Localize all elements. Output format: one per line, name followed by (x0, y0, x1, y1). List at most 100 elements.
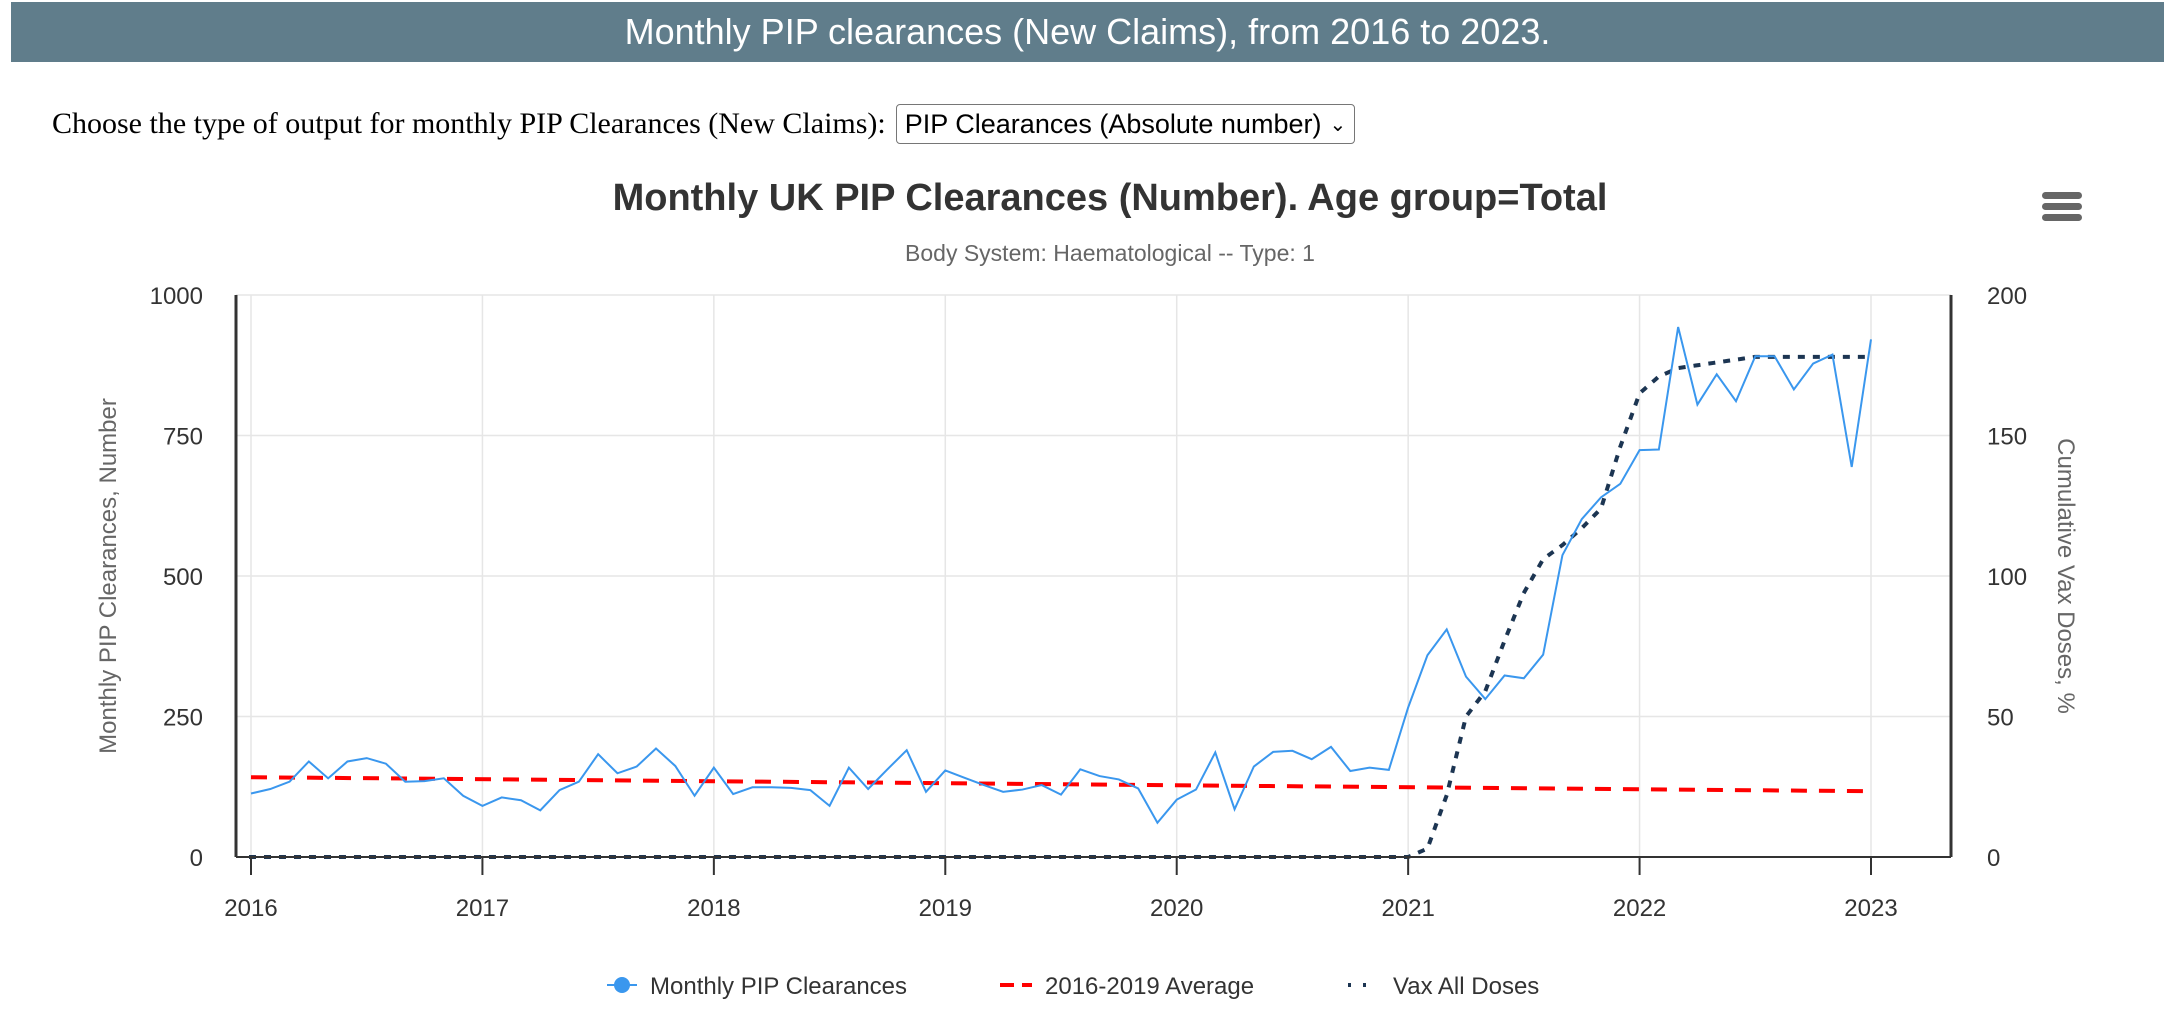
legend-label-average[interactable]: 2016-2019 Average (1045, 973, 1254, 1000)
chart-title: Monthly UK PIP Clearances (Number). Age … (613, 177, 1608, 219)
data-point (788, 785, 794, 791)
chart-menu-button[interactable] (2042, 192, 2082, 224)
data-point (1694, 402, 1700, 408)
data-point (576, 779, 582, 785)
y2-tick-label: 50 (1987, 705, 2014, 732)
data-point (1849, 464, 1855, 470)
data-point (557, 787, 563, 793)
data-point (1135, 785, 1141, 791)
chooser-label: Choose the type of output for monthly PI… (52, 107, 886, 140)
data-point (1424, 652, 1430, 658)
data-point (1598, 494, 1604, 500)
data-point (441, 775, 447, 781)
data-point (1502, 672, 1508, 678)
data-point (634, 764, 640, 770)
x-tick-label: 2019 (919, 895, 972, 922)
legend-label-vax[interactable]: Vax All Doses (1393, 973, 1539, 1000)
series-2016-2019-average (250, 775, 1872, 794)
data-point (1328, 744, 1334, 750)
data-point (383, 761, 389, 767)
output-type-select[interactable]: PIP Clearances (Absolute number) ⌄ (895, 104, 1356, 144)
data-point (1482, 696, 1488, 702)
data-point (1772, 353, 1778, 359)
data-point (730, 791, 736, 797)
chevron-down-icon: ⌄ (1329, 113, 1347, 136)
data-point (807, 787, 813, 793)
data-point (1559, 552, 1565, 558)
data-point (692, 793, 698, 799)
x-tick-label: 2020 (1150, 895, 1203, 922)
hamburger-menu-icon (2042, 192, 2082, 199)
data-point (1733, 398, 1739, 404)
data-point (1579, 516, 1585, 522)
legend-marker-clearances (614, 977, 630, 993)
y2-tick-label: 200 (1987, 283, 2027, 310)
data-point (1540, 652, 1546, 658)
y2-tick-label: 100 (1987, 564, 2027, 591)
y2-tick-label: 0 (1987, 845, 2000, 872)
data-point (1675, 324, 1681, 330)
select-value: PIP Clearances (Absolute number) (904, 108, 1322, 139)
data-point (1444, 626, 1450, 632)
series-vax-all-doses (249, 354, 1873, 859)
data-point (460, 793, 466, 799)
data-point (1714, 371, 1720, 377)
data-point (1193, 787, 1199, 793)
data-point (1058, 792, 1064, 798)
y2-axis-title: Cumulative Vax Doses, % (2052, 438, 2079, 714)
page-banner: Monthly PIP clearances (New Claims), fro… (11, 2, 2164, 62)
data-point (1656, 447, 1662, 453)
y-tick-label: 1000 (150, 283, 203, 310)
data-point (1309, 756, 1315, 762)
menu-bar (2042, 203, 2082, 210)
data-point (1097, 773, 1103, 779)
data-point (827, 803, 833, 809)
x-tick-label: 2021 (1381, 895, 1434, 922)
data-point (1270, 749, 1276, 755)
data-point (537, 807, 543, 813)
data-point (1212, 749, 1218, 755)
data-point (904, 747, 910, 753)
data-point (1810, 361, 1816, 367)
data-point (1868, 336, 1874, 342)
data-point (1251, 764, 1257, 770)
data-point (711, 765, 717, 771)
data-point (248, 790, 254, 796)
chart-subtitle: Body System: Haematological -- Type: 1 (905, 240, 1315, 266)
data-point (1116, 776, 1122, 782)
data-point (344, 758, 350, 764)
data-point (749, 784, 755, 790)
data-point (1463, 674, 1469, 680)
y-tick-label: 750 (163, 424, 203, 451)
data-point (1000, 789, 1006, 795)
data-point (942, 767, 948, 773)
data-point (1289, 748, 1295, 754)
y-tick-label: 500 (163, 564, 203, 591)
data-point (614, 770, 620, 776)
data-point (518, 797, 524, 803)
data-point (402, 779, 408, 785)
data-point (267, 786, 273, 792)
menu-bar (2042, 214, 2082, 221)
data-point (1637, 447, 1643, 453)
x-tick-label: 2023 (1844, 895, 1897, 922)
series-monthly-pip-clearances (250, 326, 1872, 825)
data-point (595, 751, 601, 757)
x-tick-label: 2018 (687, 895, 740, 922)
data-point (364, 755, 370, 761)
legend-label-clearances[interactable]: Monthly PIP Clearances (650, 973, 907, 1000)
y-axis-title: Monthly PIP Clearances, Number (95, 398, 122, 754)
data-point (1154, 820, 1160, 826)
data-point (479, 803, 485, 809)
data-point (499, 794, 505, 800)
data-point (981, 782, 987, 788)
data-point (653, 746, 659, 752)
output-type-chooser: Choose the type of output for monthly PI… (52, 104, 1356, 144)
data-point (865, 786, 871, 792)
y-tick-label: 0 (190, 845, 203, 872)
data-point (1174, 797, 1180, 803)
data-point (1232, 806, 1238, 812)
data-point (884, 766, 890, 772)
data-point (923, 789, 929, 795)
